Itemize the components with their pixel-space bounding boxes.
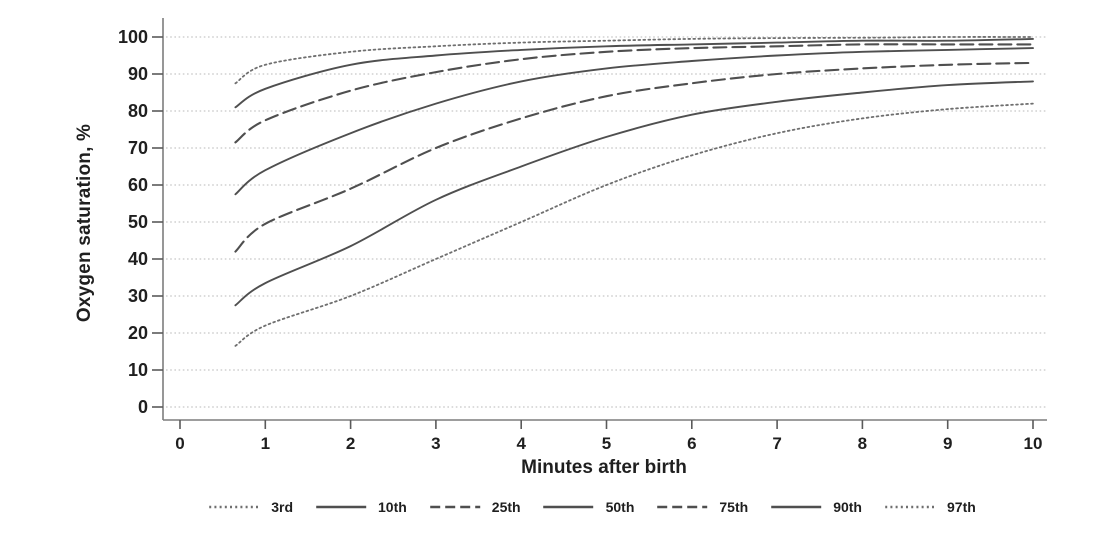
legend-label-97th: 97th [946, 499, 976, 515]
legend-marker-10th [316, 505, 367, 509]
legend-label-3rd: 3rd [271, 499, 294, 515]
curve-10th [234, 80, 1034, 307]
legend-item-97th: 97th [884, 499, 976, 515]
x-axis-title: Minutes after birth [521, 457, 687, 478]
curve-97th [234, 36, 1034, 85]
legend-marker-25th [429, 505, 480, 509]
legend-item-50th: 50th [543, 499, 635, 515]
y-tick-label-0: 0 [138, 397, 148, 417]
x-tick-label-1: 1 [261, 434, 270, 453]
y-tick-label-30: 30 [128, 286, 148, 306]
legend-marker-90th [771, 505, 822, 509]
curve-3rd [234, 102, 1034, 347]
curve-75th [234, 43, 1035, 144]
y-tick-label-10: 10 [128, 360, 148, 380]
x-tick-label-6: 6 [687, 434, 696, 453]
x-tick-label-2: 2 [346, 434, 355, 453]
legend-label-75th: 75th [719, 499, 749, 515]
legend-item-75th: 75th [656, 499, 748, 515]
x-tick-label-9: 9 [943, 434, 952, 453]
legend-item-25th: 25th [429, 499, 521, 515]
legend-marker-75th [657, 505, 708, 509]
y-axis-title: Oxygen saturation, % [74, 123, 95, 323]
curve-25th [234, 61, 1035, 253]
legend-marker-3rd [209, 505, 260, 509]
curve-90th [234, 37, 1034, 109]
legend-label-90th: 90th [833, 499, 862, 515]
y-tick-label-40: 40 [128, 249, 148, 269]
x-tick-label-3: 3 [431, 434, 440, 453]
x-tick-label-8: 8 [858, 434, 867, 453]
legend-marker-50th [543, 505, 594, 509]
x-tick-label-4: 4 [516, 434, 526, 453]
x-tick-label-0: 0 [175, 434, 184, 453]
legend-label-50th: 50th [605, 499, 635, 515]
legend-label-10th: 10th [378, 499, 407, 515]
legend-marker-97th [884, 505, 935, 509]
x-tick-label-5: 5 [602, 434, 611, 453]
y-tick-label-100: 100 [118, 27, 148, 47]
y-tick-label-90: 90 [128, 64, 148, 84]
y-tick-label-50: 50 [128, 212, 148, 232]
y-tick-label-70: 70 [128, 138, 148, 158]
x-tick-label-10: 10 [1024, 434, 1043, 453]
curve-50th [234, 47, 1034, 196]
x-tick-label-7: 7 [772, 434, 781, 453]
legend-item-3rd: 3rd [208, 499, 293, 515]
y-tick-label-60: 60 [128, 175, 148, 195]
legend-item-90th: 90th [770, 499, 862, 515]
y-tick-label-20: 20 [128, 323, 148, 343]
legend-item-10th: 10th [315, 499, 407, 515]
y-tick-label-80: 80 [128, 101, 148, 121]
chart-legend: 3rd 10th 25th 50th 75th 90th 97th [208, 499, 976, 515]
legend-label-25th: 25th [491, 499, 521, 515]
